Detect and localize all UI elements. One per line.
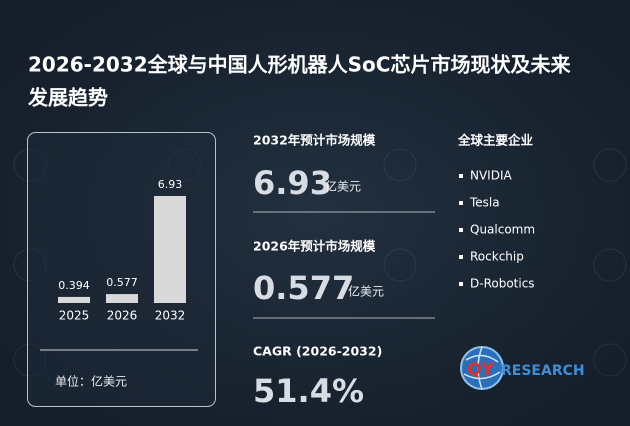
company-name: Tesla	[469, 196, 500, 210]
unit-label: 单位：亿美元	[55, 374, 127, 389]
bullet	[459, 174, 463, 178]
company-name: NVIDIA	[470, 169, 513, 183]
value-label: 0.394	[58, 279, 90, 292]
company-name: Qualcomm	[470, 223, 535, 237]
bullet	[459, 255, 463, 259]
company-name: Rockchip	[470, 250, 524, 264]
bullet	[459, 201, 463, 205]
x-tick-label: 2032	[155, 309, 186, 323]
logo: QY RESEARCH	[460, 346, 585, 390]
company-name: D-Robotics	[470, 277, 535, 291]
companies-title: 全球主要企业	[457, 133, 534, 148]
bar	[58, 296, 90, 303]
title: 2026-2032全球与中国人形机器人SoC芯片市场现状及未来	[28, 53, 571, 77]
logo-primary: QY	[467, 360, 494, 380]
bullet	[459, 282, 463, 286]
value-label: 6.93	[158, 178, 183, 191]
company-list: NVIDIA Tesla Qualcomm Rockchip D-Robotics	[459, 169, 535, 291]
stat-unit: 亿美元	[348, 284, 384, 299]
value-label: 0.577	[106, 276, 138, 289]
stats: 2032年预计市场规模 6.93 亿美元 2026年预计市场规模 0.577 亿…	[253, 133, 435, 410]
x-tick-label: 2025	[59, 309, 90, 323]
bar	[154, 196, 186, 303]
stat-value: 0.577	[253, 269, 354, 307]
stat-label: 2032年预计市场规模	[253, 133, 376, 148]
stat-value: 51.4%	[253, 372, 364, 410]
stat-value: 6.93	[253, 164, 332, 202]
logo-secondary: RESEARCH	[501, 363, 585, 379]
stat-unit: 亿美元	[325, 179, 361, 194]
x-tick-label: 2026	[107, 309, 138, 323]
stat-label: CAGR (2026-2032)	[253, 344, 382, 359]
logo-lines	[463, 346, 501, 390]
stat-label: 2026年预计市场规模	[253, 239, 376, 254]
bar	[106, 294, 138, 303]
chart-panel	[27, 132, 216, 407]
title: 发展趋势	[27, 86, 108, 110]
bar-chart: 0.394 2025 0.577 2026 6.93 2032	[58, 178, 186, 323]
bullet	[459, 228, 463, 232]
